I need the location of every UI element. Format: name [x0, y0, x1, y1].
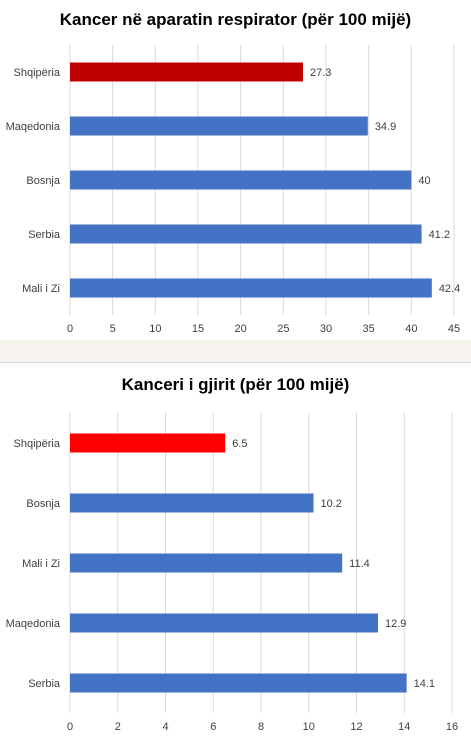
- category-label: Shqipëria: [14, 67, 61, 79]
- breast-cancer-chart: Kanceri i gjirit (për 100 mijë) 0 2 4 6 8 10 1…: [0, 362, 471, 747]
- category-label: Bosnja: [26, 498, 61, 510]
- x-tick-label: 12: [350, 721, 362, 733]
- breast-cancer-plot: 0 2 4 6 8 10 12 14 16 Shqipëria 6.5 Bosnja 10.2 Mali …: [6, 413, 458, 733]
- category-label: Maqedonia: [6, 121, 61, 133]
- bar-shqipëria: [70, 62, 303, 82]
- x-tick-label: 30: [320, 323, 332, 335]
- value-label: 40: [418, 175, 430, 187]
- value-label: 34.9: [375, 121, 396, 133]
- value-label: 6.5: [232, 438, 247, 450]
- x-tick-label: 6: [210, 721, 216, 733]
- value-label: 41.2: [429, 229, 450, 241]
- value-label: 42.4: [439, 283, 460, 295]
- x-tick-label: 10: [149, 323, 161, 335]
- chart-title: Kancer në aparatin respirator (për 100 m…: [59, 10, 412, 29]
- value-label: 12.9: [385, 618, 406, 630]
- x-tick-label: 0: [67, 323, 73, 335]
- x-tick-label: 35: [363, 323, 375, 335]
- x-tick-label: 45: [448, 323, 460, 335]
- category-label: Bosnja: [26, 175, 61, 187]
- chart-title: Kanceri i gjirit (për 100 mijë): [121, 375, 350, 394]
- value-label: 10.2: [321, 498, 342, 510]
- category-label: Serbia: [28, 678, 61, 690]
- chart-separator: [0, 340, 471, 362]
- x-tick-label: 40: [405, 323, 417, 335]
- bar-serbia: [70, 673, 407, 693]
- bar-maqedonia: [70, 613, 378, 633]
- value-label: 14.1: [414, 678, 435, 690]
- x-tick-label: 0: [67, 721, 73, 733]
- bar-bosnja: [70, 493, 314, 513]
- x-tick-label: 20: [235, 323, 247, 335]
- x-tick-label: 15: [192, 323, 204, 335]
- category-label: Shqipëria: [14, 438, 61, 450]
- bar-maqedonia: [70, 116, 368, 136]
- x-tick-label: 5: [110, 323, 116, 335]
- category-label: Maqedonia: [6, 618, 61, 630]
- value-label: 11.4: [349, 558, 370, 570]
- category-label: Serbia: [28, 229, 61, 241]
- x-tick-label: 8: [258, 721, 264, 733]
- bar-serbia: [70, 224, 422, 244]
- x-tick-label: 16: [446, 721, 458, 733]
- x-tick-label: 10: [303, 721, 315, 733]
- respiratory-cancer-plot: 0 5 10 15 20 25 30 35 40 45 Shqipëria 27.3 Maqedonia…: [6, 45, 460, 335]
- value-label: 27.3: [310, 67, 331, 79]
- bar-shqipëria: [70, 433, 226, 453]
- bar-mali-i-zi: [70, 278, 432, 298]
- x-tick-label: 25: [277, 323, 289, 335]
- x-tick-label: 2: [115, 721, 121, 733]
- x-tick-label: 4: [162, 721, 168, 733]
- category-label: Mali i Zi: [22, 558, 60, 570]
- category-label: Mali i Zi: [22, 283, 60, 295]
- respiratory-cancer-chart: Kancer në aparatin respirator (për 100 m…: [0, 0, 471, 340]
- bar-bosnja: [70, 170, 412, 190]
- x-tick-label: 14: [398, 721, 410, 733]
- bar-mali-i-zi: [70, 553, 343, 573]
